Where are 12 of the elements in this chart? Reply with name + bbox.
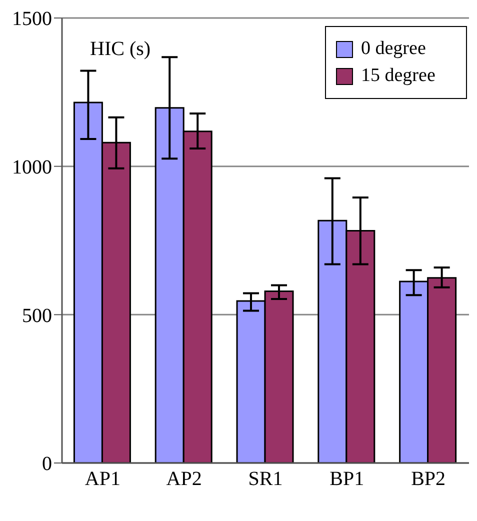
y-tick-label: 1000 <box>12 156 52 178</box>
legend-label: 0 degree <box>361 38 426 60</box>
x-tick-label: AP1 <box>84 468 120 490</box>
legend-label: 15 degree <box>361 65 436 87</box>
y-tick-label: 500 <box>22 304 52 327</box>
y-tick-label: 1500 <box>12 8 52 30</box>
x-tick-label: BP2 <box>411 468 446 490</box>
y-tick-label: 0 <box>42 453 52 476</box>
x-tick-label: BP1 <box>330 468 364 490</box>
x-tick-label: AP2 <box>166 468 202 490</box>
x-tick-label: SR1 <box>248 468 283 490</box>
y-axis-title: HIC (s) <box>90 38 151 61</box>
